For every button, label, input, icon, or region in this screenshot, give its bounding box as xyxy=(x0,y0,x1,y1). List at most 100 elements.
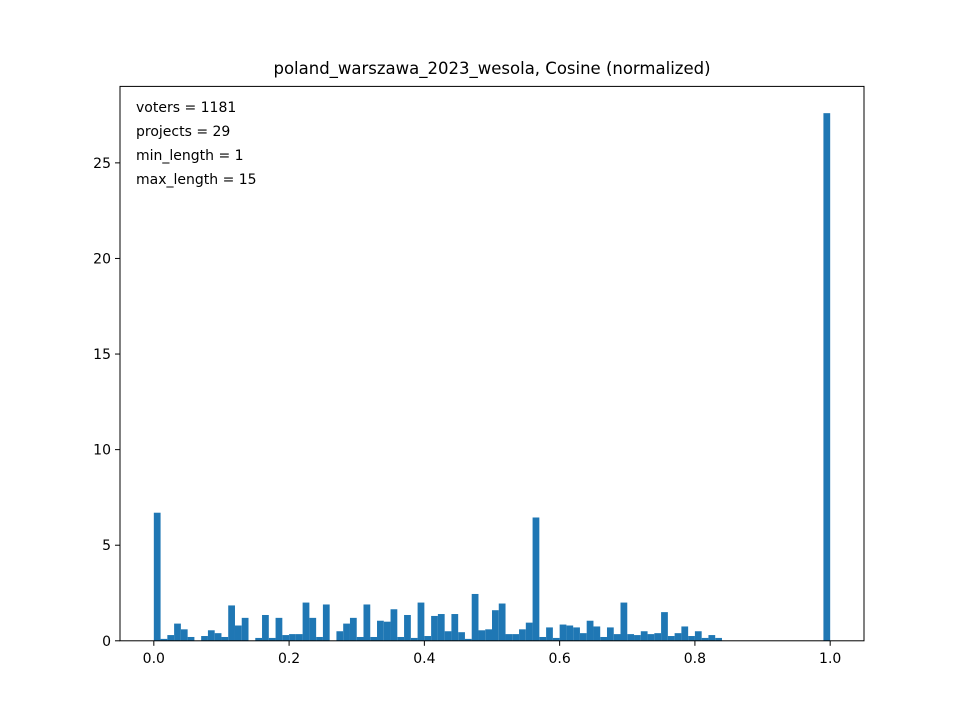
x-tick-label: 0.8 xyxy=(684,651,706,667)
histogram-bar xyxy=(667,636,675,641)
histogram-bar xyxy=(654,633,662,641)
histogram-bar xyxy=(404,614,411,641)
annotation-min-length: min_length = 1 xyxy=(136,148,244,164)
histogram-bar xyxy=(187,636,195,641)
histogram-bar xyxy=(444,631,452,641)
histogram-bar xyxy=(377,620,384,641)
annotation-max-length: max_length = 15 xyxy=(136,172,257,188)
x-tick-label: 0.0 xyxy=(143,651,165,667)
histogram-bar xyxy=(343,623,350,641)
y-tick-label: 15 xyxy=(93,347,111,363)
histogram-bar xyxy=(268,637,276,641)
histogram-bar xyxy=(363,604,371,641)
histogram-bar xyxy=(397,636,405,641)
annotation-voters: voters = 1181 xyxy=(136,100,236,116)
histogram-bar xyxy=(606,627,614,641)
histogram-bar xyxy=(214,633,222,641)
y-tick-label: 20 xyxy=(93,251,111,267)
y-tick-label: 0 xyxy=(102,634,111,650)
histogram-bar xyxy=(640,631,648,641)
histogram-bar xyxy=(525,622,533,641)
histogram-bar xyxy=(478,630,486,641)
histogram-bar xyxy=(228,605,235,641)
bars-group xyxy=(153,113,831,641)
y-tick-label: 25 xyxy=(93,156,111,172)
histogram-bar xyxy=(600,636,607,641)
histogram-bar xyxy=(715,637,722,641)
histogram-bar xyxy=(356,636,364,641)
histogram-bar xyxy=(539,636,547,641)
histogram-bar xyxy=(512,634,520,641)
histogram-bar xyxy=(701,637,709,641)
plot-frame xyxy=(119,85,865,642)
histogram-bar xyxy=(519,629,526,641)
histogram-bar xyxy=(708,635,716,641)
histogram-bar xyxy=(174,623,181,641)
histogram-bar xyxy=(316,636,323,641)
y-axis: 0 5 10 15 20 25 xyxy=(93,156,120,650)
histogram-bar xyxy=(688,636,695,641)
histogram-bar xyxy=(221,636,229,641)
histogram-bar xyxy=(160,638,168,641)
histogram-bar xyxy=(410,637,418,641)
histogram-bar xyxy=(505,634,513,641)
histogram-bar xyxy=(262,614,269,641)
histogram-bar xyxy=(180,629,188,641)
histogram-bar xyxy=(647,634,655,641)
histogram-bar xyxy=(282,635,290,641)
x-axis: 0.0 0.2 0.4 0.6 0.8 1.0 xyxy=(143,640,841,667)
histogram-bar xyxy=(552,637,560,641)
histogram-bar xyxy=(498,603,506,641)
histogram-bar xyxy=(309,617,317,641)
histogram-bar xyxy=(370,636,378,641)
histogram-bar xyxy=(458,632,465,641)
histogram-bar xyxy=(586,620,594,641)
histogram-bar xyxy=(532,517,540,641)
histogram-bar xyxy=(634,635,641,641)
histogram-bar xyxy=(492,610,499,641)
histogram-bar xyxy=(322,604,330,641)
y-tick-label: 10 xyxy=(93,443,111,459)
histogram-bar xyxy=(613,634,621,641)
histogram-bar xyxy=(620,602,628,641)
histogram-bar xyxy=(546,627,553,641)
x-tick-label: 0.4 xyxy=(413,651,435,667)
histogram-bar xyxy=(566,625,574,641)
histogram-bar xyxy=(424,636,432,641)
histogram-bar xyxy=(451,614,459,641)
y-tick-label: 5 xyxy=(102,538,111,554)
histogram-bar xyxy=(255,637,263,641)
histogram-bar xyxy=(383,621,391,641)
histogram-bar xyxy=(295,634,303,641)
histogram-bar xyxy=(694,631,702,641)
histogram-bar xyxy=(431,615,438,641)
histogram-bar xyxy=(417,602,425,641)
histogram-bar xyxy=(241,617,249,641)
histogram-bar xyxy=(559,624,567,641)
histogram-bar xyxy=(579,633,587,641)
histogram-bar xyxy=(573,627,580,641)
histogram-bar xyxy=(471,593,479,641)
histogram-bar xyxy=(201,636,208,641)
histogram-bar xyxy=(275,617,283,641)
histogram-bar xyxy=(207,630,215,641)
histogram-bar xyxy=(485,629,492,641)
histogram-bar xyxy=(661,612,668,641)
histogram-bar xyxy=(153,512,161,641)
histogram-bar xyxy=(289,634,296,641)
histogram-bar xyxy=(234,625,242,641)
histogram-bar xyxy=(302,602,310,641)
x-tick-label: 0.6 xyxy=(549,651,571,667)
annotation-projects: projects = 29 xyxy=(136,124,230,140)
x-tick-label: 1.0 xyxy=(819,651,841,667)
histogram-bar xyxy=(349,617,357,641)
histogram-bar xyxy=(167,635,175,641)
chart-title: poland_warszawa_2023_wesola, Cosine (nor… xyxy=(273,59,710,79)
histogram-bar xyxy=(593,626,601,641)
histogram-bar xyxy=(681,626,689,641)
histogram-bar xyxy=(390,609,398,641)
histogram-bar xyxy=(336,631,344,641)
histogram-bar xyxy=(627,634,635,641)
histogram-bar xyxy=(464,638,472,641)
